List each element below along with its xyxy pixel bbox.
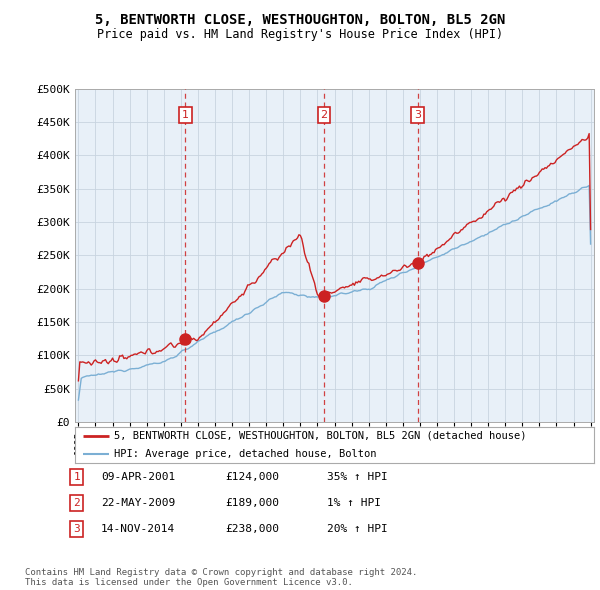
Text: 3: 3 [73,524,80,533]
Text: 5, BENTWORTH CLOSE, WESTHOUGHTON, BOLTON, BL5 2GN (detached house): 5, BENTWORTH CLOSE, WESTHOUGHTON, BOLTON… [114,431,526,441]
Text: 3: 3 [414,110,421,120]
Text: 1: 1 [73,472,80,481]
Text: 1: 1 [182,110,189,120]
Text: 2: 2 [73,498,80,507]
Text: £189,000: £189,000 [225,498,279,507]
Text: 14-NOV-2014: 14-NOV-2014 [101,524,175,533]
Text: HPI: Average price, detached house, Bolton: HPI: Average price, detached house, Bolt… [114,449,376,459]
Text: 35% ↑ HPI: 35% ↑ HPI [327,472,388,481]
Text: 5, BENTWORTH CLOSE, WESTHOUGHTON, BOLTON, BL5 2GN: 5, BENTWORTH CLOSE, WESTHOUGHTON, BOLTON… [95,13,505,27]
Text: 1% ↑ HPI: 1% ↑ HPI [327,498,381,507]
Text: Price paid vs. HM Land Registry's House Price Index (HPI): Price paid vs. HM Land Registry's House … [97,28,503,41]
Text: 20% ↑ HPI: 20% ↑ HPI [327,524,388,533]
Text: 22-MAY-2009: 22-MAY-2009 [101,498,175,507]
Text: £238,000: £238,000 [225,524,279,533]
Text: £124,000: £124,000 [225,472,279,481]
Text: 2: 2 [320,110,328,120]
Text: Contains HM Land Registry data © Crown copyright and database right 2024.
This d: Contains HM Land Registry data © Crown c… [25,568,418,587]
Text: 09-APR-2001: 09-APR-2001 [101,472,175,481]
